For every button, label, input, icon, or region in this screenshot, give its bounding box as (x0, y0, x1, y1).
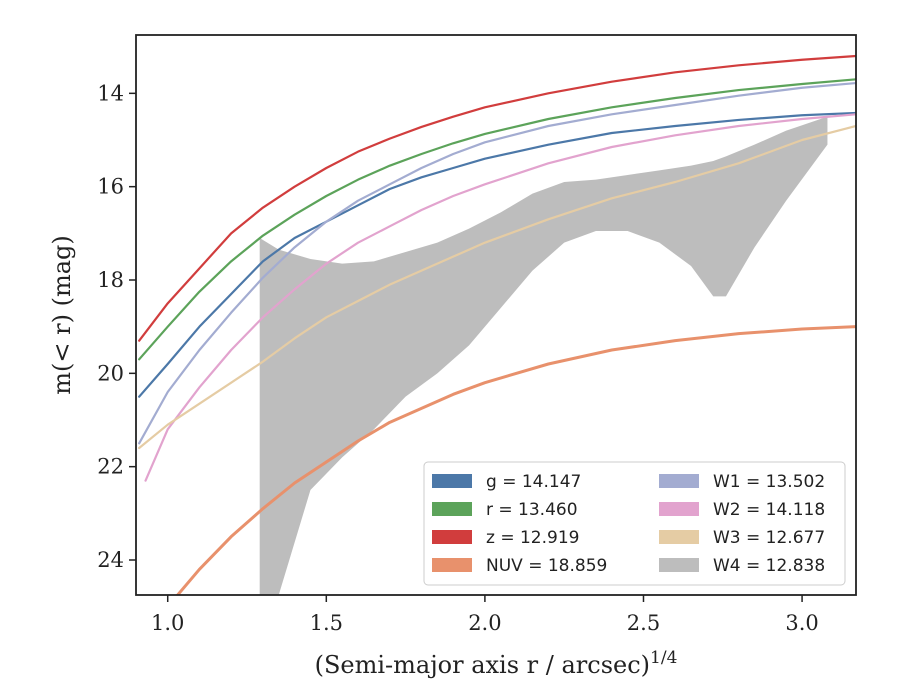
y-tick-label: 20 (97, 361, 124, 385)
x-axis-label-exponent: 1/4 (650, 648, 677, 668)
data-layer (138, 54, 856, 595)
series-r-line (138, 78, 856, 361)
legend-swatch (432, 530, 472, 544)
y-tick-label: 16 (97, 175, 124, 199)
legend-box (423, 461, 846, 586)
series-g-line (138, 111, 856, 398)
y-tick-label: 18 (97, 268, 124, 292)
legend-label: NUV = 18.859 (486, 556, 607, 576)
legend-swatch (659, 558, 699, 572)
y-tick-label: 24 (97, 548, 124, 572)
series-w1-line (138, 81, 856, 445)
series-z-line (138, 54, 856, 342)
tick-layer: 1.0 1.5 2.0 2.5 3.0 14 16 18 20 22 24 (97, 81, 819, 635)
x-tick-label: 1.5 (310, 611, 343, 635)
y-axis-label: m(< r) (mag) (48, 235, 76, 394)
series-w4-band (259, 116, 828, 595)
plot-frame (135, 34, 857, 596)
legend-label: W3 = 12.677 (713, 528, 825, 548)
x-tick-label: 2.5 (627, 611, 660, 635)
x-axis-label: (Semi-major axis r / arcsec)1/4 (315, 648, 678, 679)
y-tick-label: 22 (97, 455, 124, 479)
legend-swatch (432, 502, 472, 516)
x-axis-label-main: (Semi-major axis r / arcsec) (315, 651, 650, 679)
x-tick-label: 3.0 (785, 611, 818, 635)
series-w3-line (138, 124, 856, 450)
legend-label: z = 12.919 (486, 528, 579, 548)
legend-swatch (659, 474, 699, 488)
legend-label: r = 13.460 (486, 500, 578, 520)
y-tick-label: 14 (97, 81, 124, 105)
legend-swatch (432, 474, 472, 488)
legend-swatch (659, 502, 699, 516)
series-nuv-line (175, 325, 856, 595)
legend: g = 14.147 r = 13.460 z = 12.919 NUV = 18.8… (423, 461, 846, 586)
legend-label: W1 = 13.502 (713, 472, 825, 492)
x-tick-label: 2.0 (468, 611, 501, 635)
legend-swatch (659, 530, 699, 544)
legend-label: W2 = 14.118 (713, 500, 825, 520)
legend-label: W4 = 12.838 (713, 556, 825, 576)
legend-label: g = 14.147 (486, 472, 581, 492)
legend-swatch (432, 558, 472, 572)
x-tick-label: 1.0 (151, 611, 184, 635)
series-w2-line (144, 113, 856, 482)
